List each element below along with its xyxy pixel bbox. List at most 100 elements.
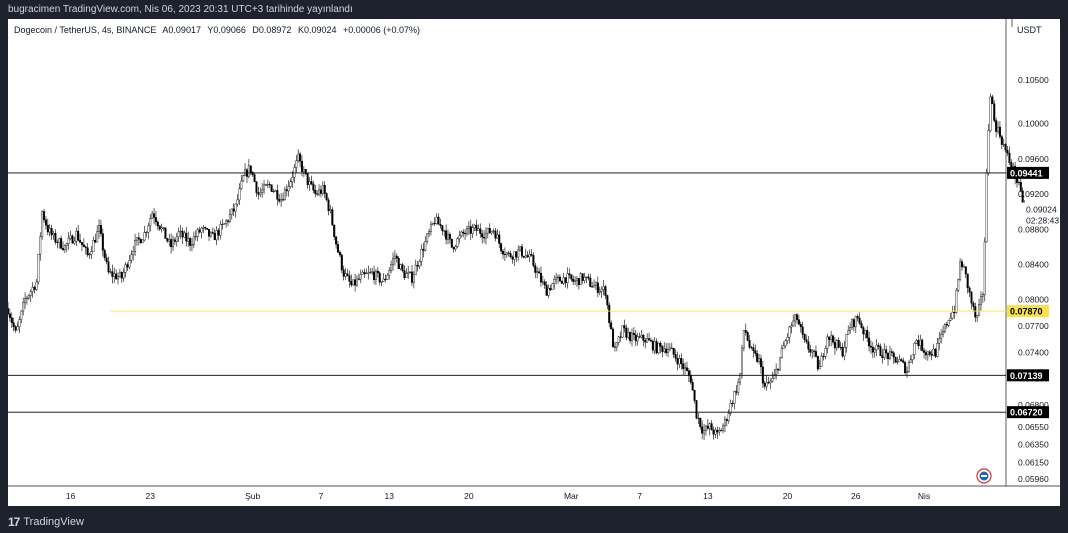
candle-body [890, 351, 893, 353]
candle-body [998, 126, 1001, 137]
candle-body [357, 278, 360, 280]
candle-body [551, 283, 554, 291]
candle-body [177, 231, 180, 238]
candle-body [649, 340, 652, 342]
candle-body [56, 241, 59, 243]
candle-body [450, 238, 453, 248]
candle-body [589, 277, 592, 287]
candle-body [775, 368, 778, 375]
candle-body [934, 349, 937, 357]
candle-body [452, 246, 455, 250]
candle-body [409, 271, 412, 273]
candle-body [758, 358, 761, 362]
candle-body [807, 341, 810, 350]
time-tick-label: 7 [637, 491, 642, 501]
candle-body [854, 316, 857, 328]
candle-body [547, 287, 550, 296]
candle-body [818, 366, 821, 370]
price-tick-label: 0.08800 [1018, 224, 1049, 234]
candle-body [369, 271, 372, 273]
candle-body [985, 172, 988, 243]
candle-body [864, 330, 867, 335]
candle-body [33, 287, 36, 290]
candle-body [135, 237, 138, 241]
candle-body [894, 356, 897, 363]
candle-body [473, 224, 476, 228]
candle-body [503, 253, 506, 255]
candle-body [342, 269, 345, 277]
candle-body [230, 208, 233, 215]
candle-body [722, 425, 725, 431]
candle-body [443, 230, 446, 232]
price-tick-label: 0.05960 [1018, 474, 1049, 484]
candle-body [270, 184, 273, 192]
candle-body [8, 313, 11, 318]
candle-body [892, 352, 895, 358]
time-tick-label: 23 [146, 491, 156, 501]
time-axis-ticks: 16 23 Şub 7 13 20 Mar 7 13 20 26 Nis [66, 491, 930, 501]
candle-body [799, 324, 802, 328]
tradingview-logo[interactable]: 17 TradingView [8, 515, 84, 529]
candle-body [926, 351, 929, 356]
candle-body [164, 227, 167, 239]
candle-body [101, 233, 104, 251]
candle-body [397, 258, 400, 269]
candle-body [659, 342, 662, 347]
candle-body [587, 276, 590, 279]
time-tick-label: 26 [851, 491, 861, 501]
candle-body [794, 314, 797, 322]
candle-body [416, 264, 419, 267]
chart-panel[interactable]: Dogecoin / TetherUS, 4s, BINANCE A0.0901… [6, 19, 1060, 506]
candle-body [71, 235, 74, 244]
candle-body [424, 240, 427, 251]
candle-body [900, 359, 903, 361]
candle-body [464, 232, 467, 235]
candle-body [873, 349, 876, 353]
candle-body [263, 184, 266, 191]
candle-body [67, 238, 70, 244]
candle-body [143, 232, 146, 241]
candle-body [816, 356, 819, 370]
candle-body [708, 423, 711, 429]
chart-svg[interactable]: Dogecoin / TetherUS, 4s, BINANCE A0.0901… [6, 19, 1060, 506]
candle-body [103, 250, 106, 259]
candle-body [12, 322, 15, 327]
candle-body [25, 297, 28, 299]
candle-body [684, 367, 687, 370]
candle-body [581, 273, 584, 281]
candle-body [359, 274, 362, 280]
candle-body [617, 336, 620, 343]
candle-body [319, 189, 322, 194]
candle-body [289, 181, 292, 187]
candle-body [837, 340, 840, 348]
candle-body [875, 344, 878, 350]
candle-body [227, 220, 230, 222]
candle-body [923, 350, 926, 353]
candle-body [729, 403, 732, 414]
candle-body [710, 423, 713, 431]
candle-body [936, 342, 939, 357]
candle-body [183, 232, 186, 238]
candle-body [65, 243, 68, 246]
candle-body [166, 238, 169, 242]
candle-body [354, 279, 357, 286]
candle-body [953, 311, 956, 313]
candle-body [321, 185, 324, 194]
candle-body [989, 96, 992, 131]
candle-body [300, 161, 303, 172]
candle-body [621, 325, 624, 338]
candle-body [560, 280, 563, 284]
candle-body [725, 419, 728, 421]
candle-body [955, 290, 958, 313]
candle-body [543, 281, 546, 286]
candle-body [39, 236, 42, 255]
candle-body [687, 370, 690, 376]
candle-body [488, 227, 491, 234]
candle-body [283, 189, 286, 201]
candle-body [280, 199, 283, 202]
candle-body [173, 239, 176, 242]
candle-body [642, 334, 645, 341]
candle-body [266, 184, 269, 186]
candle-body [555, 277, 558, 280]
flag-icon[interactable] [976, 468, 992, 484]
